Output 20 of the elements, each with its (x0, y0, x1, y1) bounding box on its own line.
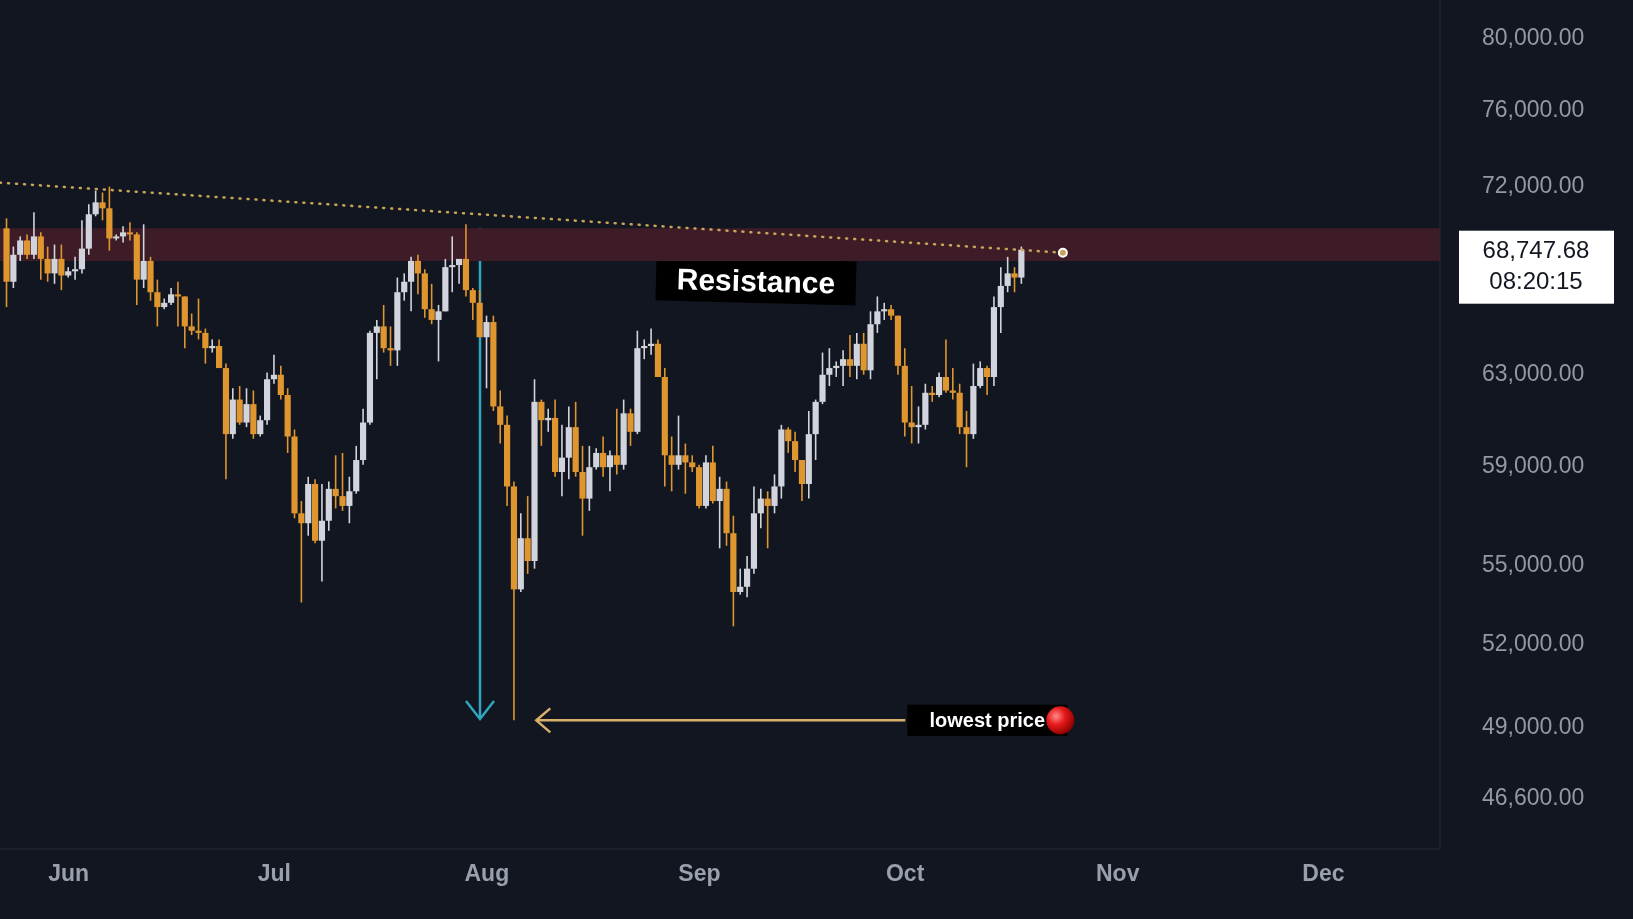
y-tick-label: 49,000.00 (1482, 713, 1585, 740)
y-tick-label: 59,000.00 (1482, 451, 1585, 478)
text: 68,747.68 (1482, 235, 1590, 263)
y-tick-label: 46,600.00 (1482, 783, 1585, 810)
y-tick-label: 55,000.00 (1482, 550, 1585, 577)
annotation: lowest price (929, 709, 1046, 732)
y-tick-label: 63,000.00 (1482, 359, 1585, 386)
x-tick-label: Jun (48, 860, 90, 887)
y-tick-label: 76,000.00 (1482, 95, 1585, 122)
y-tick-label: 52,000.00 (1482, 629, 1585, 656)
x-tick-label: Nov (1095, 860, 1140, 887)
x-tick-label: Oct (885, 860, 925, 887)
x-tick-label: Jul (257, 860, 291, 887)
text: 08:20:15 (1489, 266, 1583, 294)
x-tick-label: Sep (678, 860, 721, 887)
x-tick-label: Dec (1302, 860, 1345, 887)
y-tick-label: 72,000.00 (1482, 171, 1585, 198)
x-tick-label: Aug (464, 860, 510, 887)
band-label: Resistance (676, 262, 836, 300)
y-tick-label: 80,000.00 (1482, 23, 1585, 50)
